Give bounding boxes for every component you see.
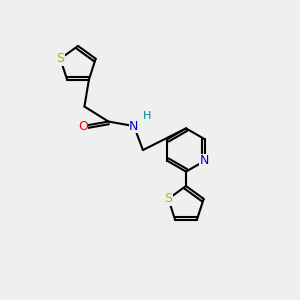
Text: O: O [78, 119, 88, 133]
Text: S: S [56, 52, 64, 65]
Text: H: H [143, 110, 152, 121]
Text: S: S [164, 192, 172, 206]
Text: N: N [129, 119, 139, 133]
Text: N: N [200, 154, 209, 167]
